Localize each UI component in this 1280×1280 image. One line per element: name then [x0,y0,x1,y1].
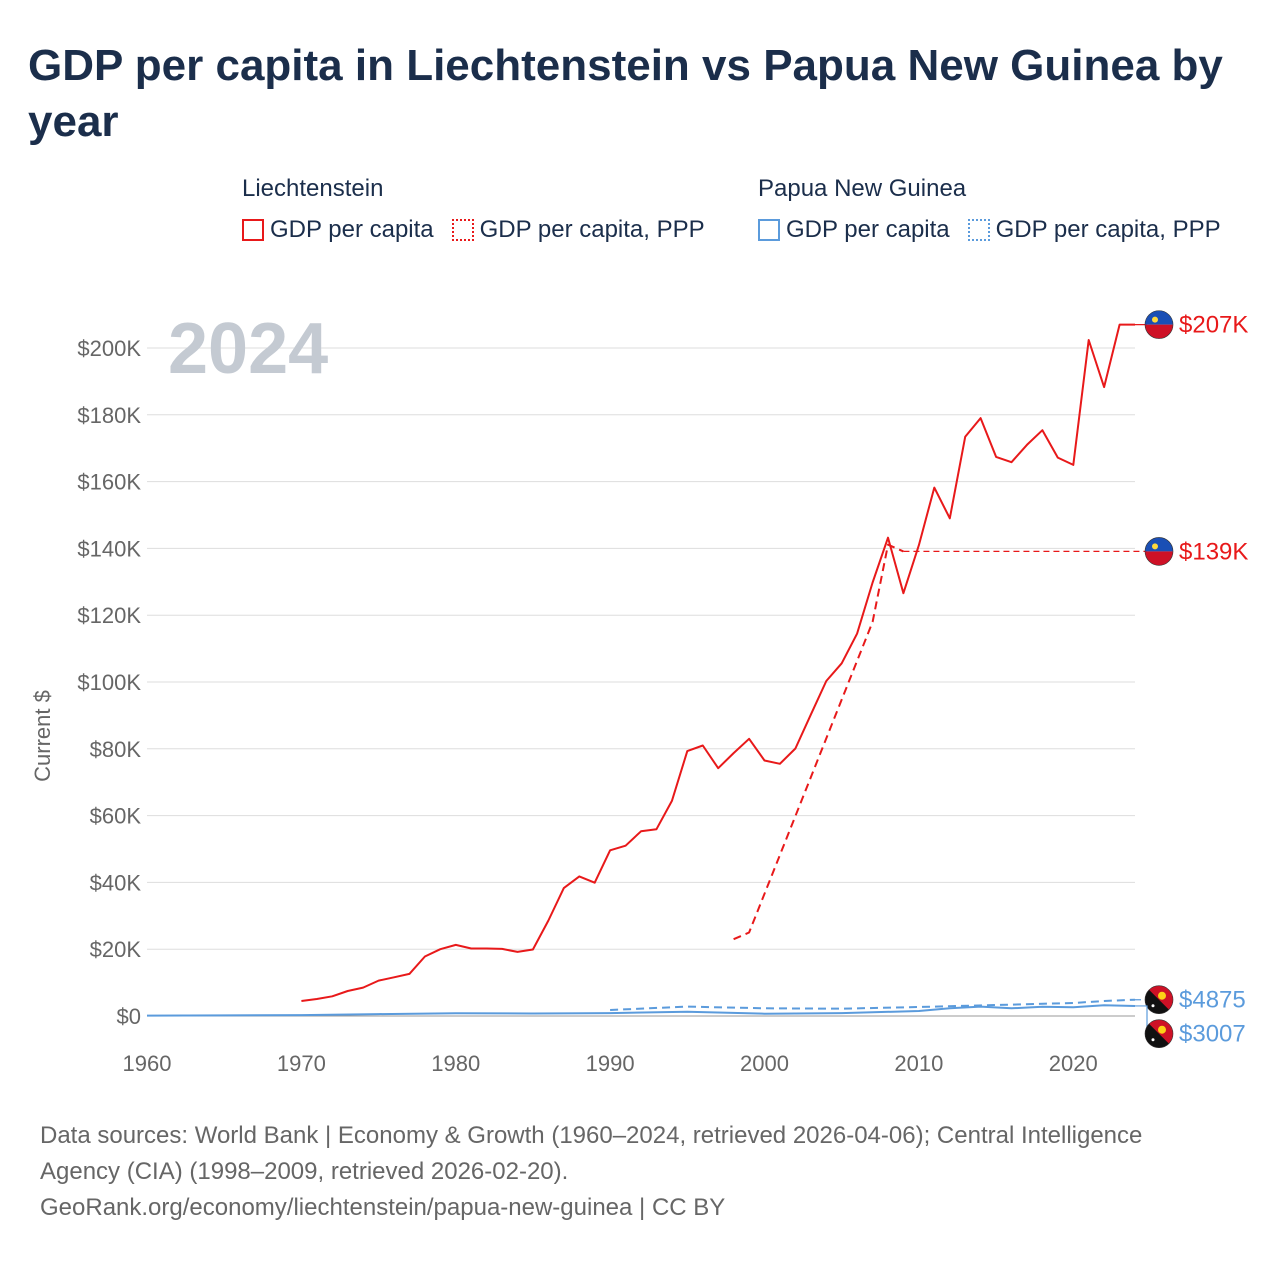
x-tick-label: 1970 [277,1051,326,1076]
legend-item-png-gdp[interactable]: GDP per capita [758,216,950,244]
y-tick-label: $0 [117,1004,141,1029]
legend-group-name: Papua New Guinea [758,175,967,202]
y-axis-ticks: $0 $20K $40K $60K $80K $100K $120K $140K $160K $1… [77,336,141,1029]
source-url[interactable]: GeoRank.org/economy/liechtenstein/papua-… [40,1194,726,1221]
legend-item-label: GDP per capita [270,216,434,243]
series [146,323,1136,1017]
series-line-3 [610,998,1136,1011]
end-value-label: $139K [1179,538,1248,565]
year-watermark: 2024 [168,309,328,389]
legend-swatch-dotted-blue [967,219,990,241]
x-tick-label: 1980 [431,1051,480,1076]
y-tick-label: $160K [77,470,141,495]
liechtenstein-flag-icon [1144,310,1174,339]
papua-new-guinea-flag-icon [1144,1019,1174,1049]
x-axis-ticks: 1960 1970 1980 1990 2000 2010 2020 [123,1051,1098,1076]
legend-item-label: GDP per capita, PPP [995,216,1221,243]
y-axis-label: Current $ [30,690,55,782]
legend-group-name: Liechtenstein [242,175,384,202]
y-tick-label: $200K [77,336,141,361]
chart-title: GDP per capita in Liechtenstein vs Papua… [28,41,1223,146]
legend-item-li-gdp-ppp[interactable]: GDP per capita, PPP [451,216,705,244]
legend-item-png-gdp-ppp[interactable]: GDP per capita, PPP [967,216,1221,244]
gridlines [147,347,1135,1017]
liechtenstein-flag-icon [1144,537,1174,566]
y-tick-label: $60K [90,804,142,829]
end-value-label: $3007 [1179,1021,1246,1048]
x-tick-label: 1960 [123,1051,172,1076]
series-line-1 [733,543,904,941]
legend-item-label: GDP per capita, PPP [479,216,705,243]
series-line-0 [301,323,1135,1002]
x-tick-label: 2010 [894,1051,943,1076]
data-sources-line-2: Agency (CIA) (1998–2009, retrieved 2026-… [40,1158,569,1185]
y-tick-label: $140K [77,536,141,561]
legend-item-label: GDP per capita [786,216,950,243]
legend-swatch-dotted-red [451,219,474,241]
legend-item-li-gdp[interactable]: GDP per capita [242,216,434,244]
legend-swatch-solid-blue [758,219,780,241]
legend-group-papua-new-guinea: Papua New Guinea GDP per capita GDP per … [758,172,1221,244]
end-labels: $207K $139K $4875 $3007 [903,310,1248,1049]
x-tick-label: 2020 [1049,1051,1098,1076]
line-chart: $0 $20K $40K $60K $80K $100K $120K $140K $160K $1… [30,309,1248,1076]
series-line-2 [146,1004,1136,1017]
y-tick-label: $100K [77,670,141,695]
data-sources-line-1: Data sources: World Bank | Economy & Gro… [40,1122,1143,1149]
papua-new-guinea-flag-icon [1144,985,1174,1015]
legend-swatch-solid-red [242,219,264,241]
y-tick-label: $80K [90,737,142,762]
end-value-label: $207K [1179,312,1248,339]
end-label-connector [1135,1005,1148,1035]
legend-group-liechtenstein: Liechtenstein GDP per capita GDP per cap… [242,172,705,244]
y-tick-label: $20K [90,937,142,962]
x-tick-label: 2000 [740,1051,789,1076]
y-tick-label: $120K [77,603,141,628]
y-tick-label: $180K [77,403,141,428]
chart-area: $0 $20K $40K $60K $80K $100K $120K $140K $160K $1… [0,280,1280,1080]
end-value-label: $4875 [1179,987,1246,1014]
x-tick-label: 1990 [586,1051,635,1076]
y-tick-label: $40K [90,870,142,895]
footer: Data sources: World Bank | Economy & Gro… [40,1118,1240,1226]
